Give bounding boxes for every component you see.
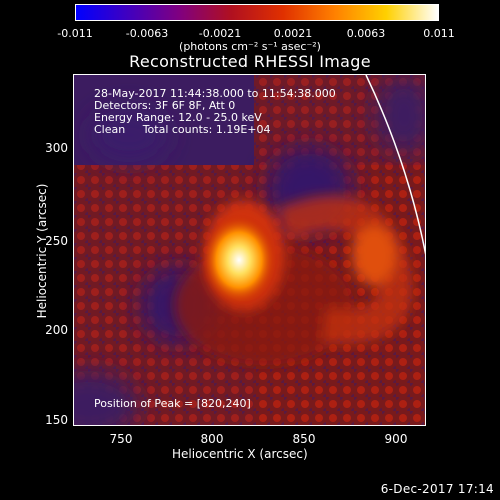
colorbar	[75, 4, 439, 21]
x-tick: 750	[109, 432, 133, 446]
colorbar-tick: -0.0063	[125, 27, 169, 40]
timestamp: 6-Dec-2017 17:14	[380, 482, 494, 496]
y-tick: 300	[45, 141, 68, 155]
y-tick: 150	[45, 413, 68, 427]
y-tick: 250	[45, 234, 68, 248]
colorbar-tick: 0.0021	[273, 27, 313, 40]
y-axis-label: Heliocentric Y (arcsec)	[35, 183, 49, 319]
colorbar-tick: 0.0063	[346, 27, 386, 40]
y-tick: 200	[45, 323, 68, 337]
colorbar-tick: 0.011	[423, 27, 455, 40]
x-axis-label: Heliocentric X (arcsec)	[172, 447, 308, 461]
x-tick: 900	[384, 432, 408, 446]
rhessi-image: 28-May-2017 11:44:38.000 to 11:54:38.000…	[73, 74, 426, 426]
peak-position: Position of Peak = [820,240]	[94, 397, 251, 410]
obs-time: 28-May-2017 11:44:38.000 to 11:54:38.000	[94, 87, 336, 100]
rhessi-map	[74, 75, 425, 425]
colorbar-tick: -0.0021	[198, 27, 242, 40]
colorbar-units: (photons cm⁻² s⁻¹ asec⁻²)	[179, 40, 321, 53]
energy-range: Energy Range: 12.0 - 25.0 keV	[94, 111, 262, 124]
x-tick: 800	[200, 432, 224, 446]
clean-counts: Clean Total counts: 1.19E+04	[94, 123, 271, 136]
detectors-info: Detectors: 3F 6F 8F, Att 0	[94, 99, 236, 112]
x-tick: 850	[292, 432, 316, 446]
colorbar-tick: -0.011	[57, 27, 93, 40]
image-title: Reconstructed RHESSI Image	[129, 52, 371, 71]
